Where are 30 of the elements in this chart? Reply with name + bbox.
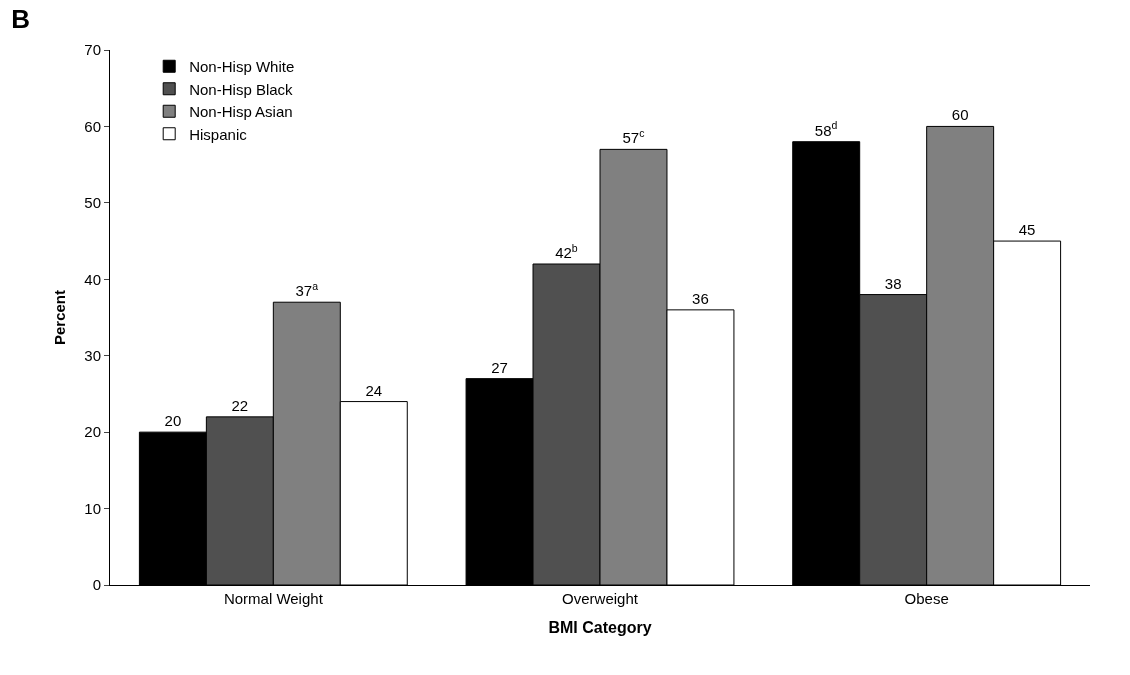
data-label: 45 — [1018, 221, 1036, 239]
data-label: 24 — [365, 381, 383, 399]
data-label: 58$^{d}$ — [814, 119, 838, 139]
data-label: 37$^{a}$ — [295, 279, 319, 300]
data-label: 27 — [491, 358, 508, 376]
x-tick-label: Overweight — [562, 590, 639, 607]
legend-label: Non-Hisp Black — [189, 80, 294, 98]
y-tick-label: 70 — [84, 41, 101, 59]
y-tick-label: 40 — [84, 270, 101, 288]
y-tick-label: 60 — [84, 117, 101, 135]
data-label: 60 — [951, 106, 969, 124]
x-axis-title: BMI Category — [548, 618, 652, 636]
x-tick-label: Obese — [904, 590, 949, 607]
x-tick-label: Normal Weight — [223, 590, 324, 607]
data-label: 38 — [884, 274, 902, 292]
y-axis-title: Percent — [50, 289, 68, 346]
chart-title: B — [11, 4, 31, 35]
data-label: 42$^{b}$ — [555, 241, 578, 261]
legend-label: Non-Hisp Asian — [189, 103, 293, 121]
y-tick-label: 10 — [84, 499, 101, 517]
data-label: 36 — [692, 289, 709, 307]
y-tick-label: 20 — [84, 423, 101, 441]
data-label: 22 — [231, 396, 249, 414]
data-label: 20 — [164, 412, 182, 430]
y-tick-label: 0 — [92, 576, 101, 594]
legend-label: Non-Hisp White — [189, 58, 295, 76]
y-tick-label: 50 — [84, 194, 101, 212]
legend-label: Hispanic — [189, 125, 248, 143]
data-label: 57$^{c}$ — [622, 127, 645, 147]
y-tick-label: 30 — [84, 346, 101, 364]
